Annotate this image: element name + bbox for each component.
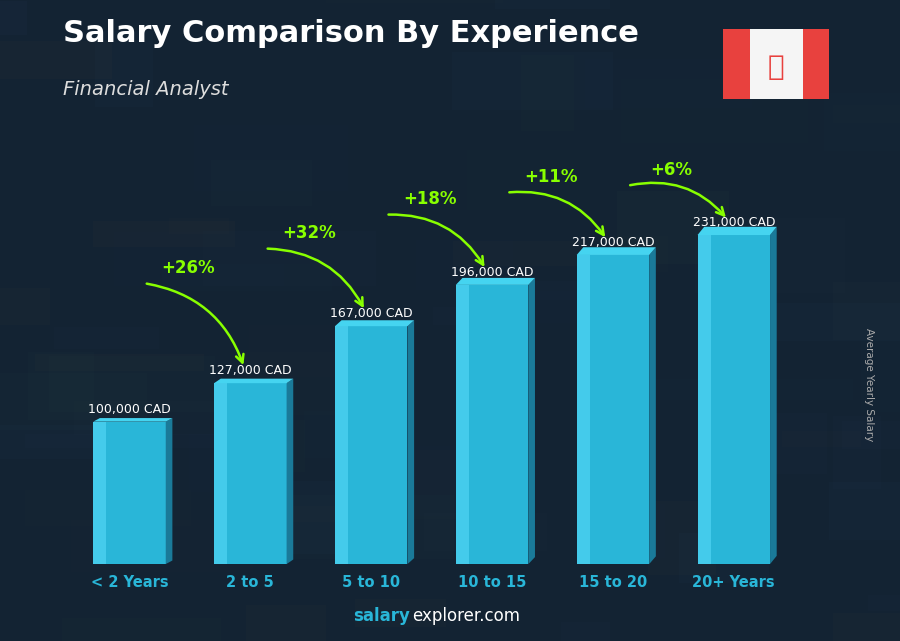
FancyArrowPatch shape (147, 284, 243, 363)
Text: +18%: +18% (403, 190, 456, 208)
Text: Salary Comparison By Experience: Salary Comparison By Experience (63, 19, 639, 48)
FancyArrowPatch shape (509, 192, 604, 235)
Bar (335, 326, 408, 564)
Bar (577, 255, 590, 564)
Bar (803, 29, 829, 99)
Text: 127,000 CAD: 127,000 CAD (209, 364, 292, 378)
Bar (214, 383, 286, 564)
Polygon shape (335, 320, 414, 326)
Polygon shape (214, 379, 293, 383)
Polygon shape (528, 278, 535, 564)
Bar (698, 235, 711, 564)
Text: explorer.com: explorer.com (412, 607, 520, 625)
Polygon shape (286, 379, 293, 564)
Text: 231,000 CAD: 231,000 CAD (692, 216, 775, 229)
FancyArrowPatch shape (267, 249, 363, 306)
Text: +6%: +6% (651, 162, 692, 179)
Text: 167,000 CAD: 167,000 CAD (330, 308, 412, 320)
Text: +11%: +11% (524, 168, 578, 186)
Text: 196,000 CAD: 196,000 CAD (451, 266, 534, 279)
Text: Financial Analyst: Financial Analyst (63, 80, 229, 99)
Polygon shape (455, 278, 535, 285)
Bar (94, 422, 166, 564)
Polygon shape (166, 418, 173, 564)
Polygon shape (649, 247, 656, 564)
Bar (577, 255, 649, 564)
Text: 🍁: 🍁 (768, 53, 785, 81)
Bar (724, 29, 750, 99)
Text: +26%: +26% (161, 259, 215, 277)
FancyBboxPatch shape (722, 27, 831, 101)
FancyArrowPatch shape (389, 215, 483, 265)
Bar (455, 285, 469, 564)
Text: Average Yearly Salary: Average Yearly Salary (863, 328, 874, 441)
FancyArrowPatch shape (630, 183, 725, 215)
Text: 217,000 CAD: 217,000 CAD (572, 236, 654, 249)
Text: +32%: +32% (282, 224, 336, 242)
Bar (698, 235, 770, 564)
Bar (455, 285, 528, 564)
Bar (335, 326, 348, 564)
Text: 100,000 CAD: 100,000 CAD (88, 403, 171, 416)
Text: salary: salary (353, 607, 410, 625)
Polygon shape (577, 247, 656, 255)
Bar (214, 383, 227, 564)
Bar (94, 422, 106, 564)
Polygon shape (770, 227, 777, 564)
Polygon shape (94, 418, 173, 422)
Polygon shape (408, 320, 414, 564)
Polygon shape (698, 227, 777, 235)
